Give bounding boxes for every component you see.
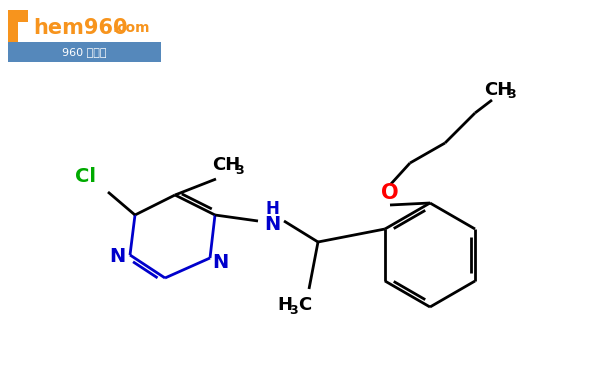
Text: Cl: Cl (76, 166, 97, 186)
Text: N: N (212, 254, 228, 273)
Text: O: O (381, 183, 399, 203)
Text: hem960: hem960 (33, 18, 128, 38)
Text: 3: 3 (236, 164, 244, 177)
Text: H: H (278, 296, 292, 314)
Polygon shape (8, 10, 28, 62)
Text: CH: CH (212, 156, 240, 174)
Text: 960 化工网: 960 化工网 (62, 47, 106, 57)
Bar (5, 6, 163, 68)
Text: N: N (264, 214, 280, 234)
Text: 3: 3 (508, 88, 516, 102)
Text: C: C (298, 296, 312, 314)
Text: 3: 3 (289, 303, 297, 316)
Text: CH: CH (484, 81, 512, 99)
Text: .com: .com (113, 21, 151, 35)
Text: H: H (265, 200, 279, 218)
Bar (8, 42, 161, 62)
Text: N: N (109, 248, 125, 267)
